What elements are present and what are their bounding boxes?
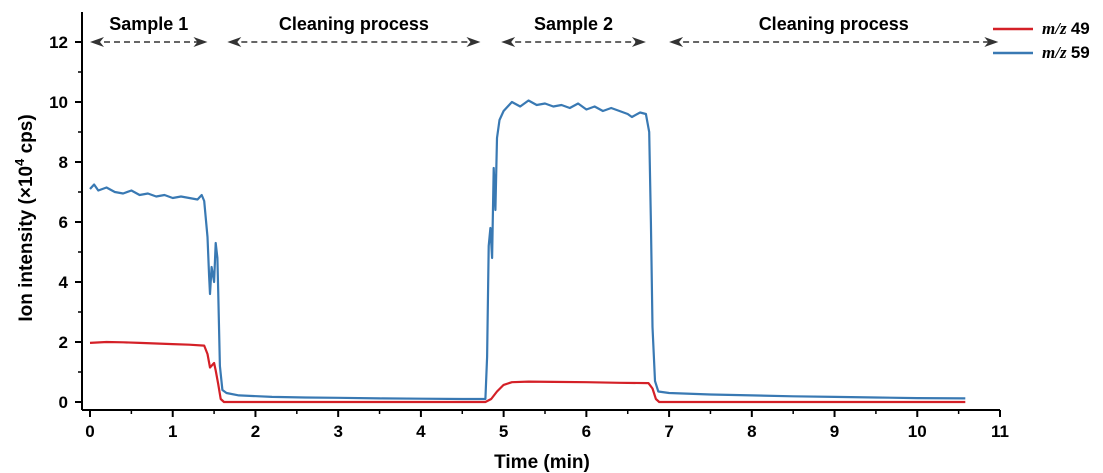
legend-label-49: m/z 49 (1042, 19, 1090, 38)
phase-arrow-head-right (631, 37, 646, 47)
y-tick-label: 4 (59, 273, 69, 292)
phase-label: Cleaning process (759, 14, 909, 34)
x-tick-label: 11 (991, 422, 1009, 441)
x-tick-label: 10 (908, 422, 927, 441)
phase-arrow-head-left (501, 37, 516, 47)
x-tick-label: 4 (416, 422, 426, 441)
y-axis-ticks: 0 2 4 6 8 10 12 (49, 33, 82, 412)
x-axis-ticks: 0 1 2 3 4 5 6 7 8 9 10 11 (85, 410, 1009, 441)
phase-arrow-head-right (984, 37, 999, 47)
phase-arrow-head-left (90, 37, 104, 47)
series-line-59 (89, 99, 966, 401)
phase-annotations: Sample 1 Cleaning process Sample 2 Cleaning… (90, 14, 999, 47)
x-tick-label: 2 (251, 422, 260, 441)
y-axis-title: Ion intensity (×104 cps) (12, 114, 37, 321)
y-tick-label: 2 (59, 333, 68, 352)
series-lines (89, 99, 966, 404)
x-tick-label: 9 (830, 422, 839, 441)
phase-label: Sample 2 (534, 14, 613, 34)
x-tick-label: 6 (582, 422, 591, 441)
x-tick-label: 8 (747, 422, 756, 441)
phase-label: Sample 1 (109, 14, 188, 34)
phase-label: Cleaning process (279, 14, 429, 34)
x-tick-label: 5 (499, 422, 508, 441)
series-line-49 (89, 340, 966, 404)
x-tick-label: 0 (85, 422, 94, 441)
y-tick-label: 12 (49, 33, 68, 52)
x-tick-label: 1 (168, 422, 177, 441)
plot-frame (81, 12, 1000, 411)
phase-arrow-head-right (193, 37, 208, 47)
x-axis-title: Time (min) (494, 452, 590, 473)
y-tick-label: 0 (59, 393, 68, 412)
x-tick-label: 7 (664, 422, 673, 441)
legend: m/z 49 m/z 59 (993, 19, 1090, 62)
phase-arrow-head-left (227, 37, 242, 47)
y-tick-label: 6 (59, 213, 68, 232)
y-tick-label: 10 (49, 93, 68, 112)
phase-arrow-head-right (466, 37, 481, 47)
y-axis-title-exponent: 4 (12, 158, 27, 166)
y-tick-label: 8 (59, 153, 68, 172)
legend-label-59: m/z 59 (1042, 43, 1090, 62)
phase-arrow-head-left (669, 37, 684, 47)
x-tick-label: 3 (333, 422, 342, 441)
